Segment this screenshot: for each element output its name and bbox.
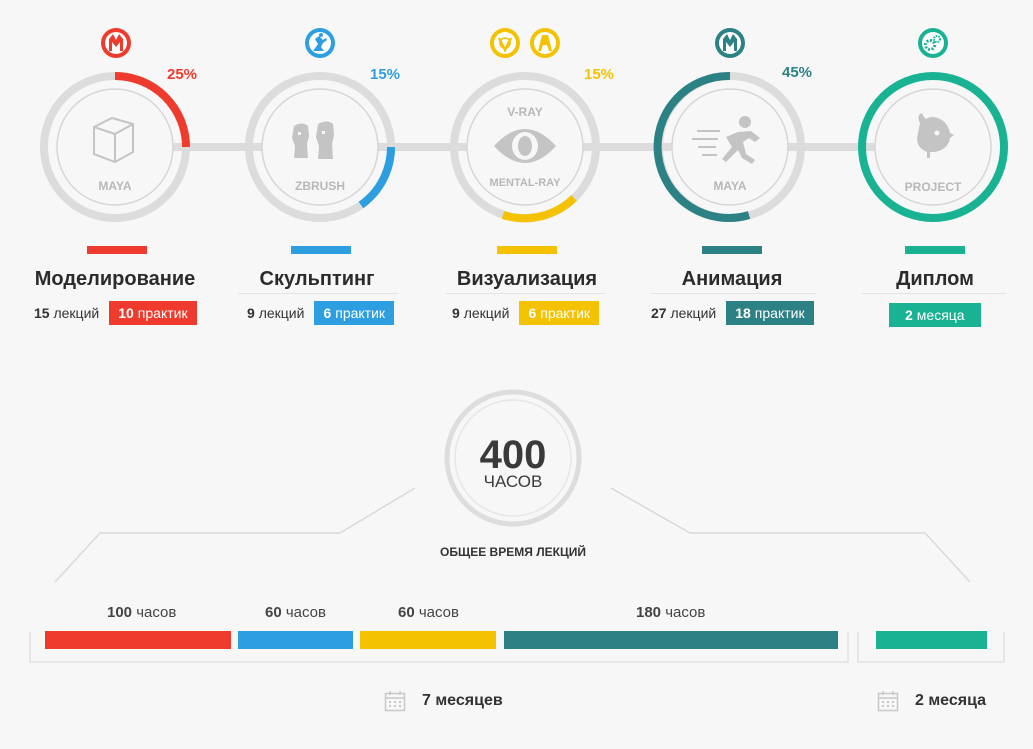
hours-label-sculpting: 60 часов — [265, 604, 326, 621]
timeline-segment-visualization — [360, 631, 496, 649]
percent-animation: 45% — [782, 64, 813, 81]
total-hours-unit: ЧАСОВ — [484, 472, 543, 491]
separator-animation — [651, 293, 816, 294]
stats-modeling: 15 лекций 10 практик — [34, 301, 197, 325]
progress-arc-modeling — [114, 72, 190, 148]
step-title-animation: Анимация — [681, 268, 783, 290]
practice-badge-animation: 18 практик — [726, 301, 814, 325]
total-hours-value: 400 — [480, 433, 547, 477]
diploma-duration: 2 месяца — [877, 690, 986, 712]
stats-diploma: 2 месяца — [889, 303, 981, 327]
diploma-duration-text: 2 месяца — [915, 692, 987, 709]
progress-arc-visualization — [501, 195, 577, 223]
accent-bar-sculpting — [291, 246, 351, 254]
eye-icon — [494, 129, 556, 163]
moai-heads-icon — [292, 121, 334, 159]
main-duration-text: 7 месяцев — [422, 692, 503, 709]
mental-ray-logo-icon — [530, 28, 560, 58]
calendar-icon — [877, 691, 899, 712]
total-hours-caption: ОБЩЕЕ ВРЕМЯ ЛЕКЦИЙ — [440, 545, 586, 559]
step-circle-visualization: V-RAY MENTAL-RAY — [450, 72, 600, 223]
stats-animation: 27 лекций 18 практик — [651, 301, 814, 325]
hours-label-modeling: 100 часов — [107, 604, 177, 621]
lectures-animation: 27 лекций — [651, 305, 717, 321]
practice-badge-sculpting: 6 практик — [314, 301, 395, 325]
progress-arc-animation — [653, 71, 751, 222]
step-circle-sculpting: ZBRUSH — [245, 72, 396, 222]
main-duration: 7 месяцев — [384, 690, 503, 712]
accent-bar-visualization — [497, 246, 557, 254]
accent-bar-modeling — [87, 246, 147, 254]
accent-bar-diploma — [905, 246, 965, 254]
lectures-visualization: 9 лекций — [452, 305, 510, 321]
circle-label-sculpting: ZBRUSH — [295, 179, 345, 193]
hours-label-animation: 180 часов — [636, 604, 706, 621]
step-circle-diploma: PROJECT — [858, 72, 1008, 222]
percent-visualization: 15% — [584, 66, 615, 83]
lectures-sculpting: 9 лекций — [247, 305, 305, 321]
step-circles: MAYA ZBRUSH V-RAY MENTAL-RAY — [40, 71, 1008, 223]
step-circle-animation: MAYA — [653, 71, 805, 222]
percent-sculpting: 15% — [370, 66, 401, 83]
step-title-diploma: Диплом — [896, 268, 974, 290]
duration-badge-diploma: 2 месяца — [889, 303, 981, 327]
progress-arc-sculpting — [358, 146, 396, 209]
vray-logo-icon — [490, 28, 520, 58]
bird-icon — [917, 113, 954, 158]
maya-logo-icon — [101, 28, 131, 58]
circle-label-diploma: PROJECT — [905, 180, 962, 194]
stats-visualization: 9 лекций 6 практик — [452, 301, 600, 325]
timeline-segment-modeling — [45, 631, 231, 649]
zbrush-logo-icon — [305, 28, 335, 58]
right-bracket-line — [610, 487, 971, 583]
running-man-icon — [692, 116, 760, 164]
separator-diploma — [861, 293, 1006, 294]
step-title-visualization: Визуализация — [456, 268, 598, 290]
percent-modeling: 25% — [167, 66, 198, 83]
hours-label-visualization: 60 часов — [398, 604, 459, 621]
circle-label-vray: V-RAY — [507, 105, 543, 119]
timeline-segment-diploma — [876, 631, 987, 649]
diploma-timeline-box — [857, 632, 1005, 663]
gears-icon — [918, 28, 948, 58]
timeline-segment-sculpting — [238, 631, 353, 649]
maya-logo-icon — [715, 28, 745, 58]
circle-label-animation: MAYA — [713, 179, 746, 193]
practice-badge-modeling: 10 практик — [109, 301, 197, 325]
accent-bar-animation — [702, 246, 762, 254]
practice-badge-visualization: 6 практик — [519, 301, 600, 325]
lectures-modeling: 15 лекций — [34, 305, 100, 321]
stats-sculpting: 9 лекций 6 практик — [247, 301, 395, 325]
cube-icon — [93, 116, 134, 164]
step-circle-modeling: MAYA — [40, 72, 190, 222]
badge-icons — [101, 28, 948, 58]
circle-label-modeling: MAYA — [98, 179, 131, 193]
separator-sculpting — [238, 293, 398, 294]
left-bracket-line — [54, 487, 416, 583]
main-timeline-box — [29, 632, 849, 663]
timeline-segment-animation — [504, 631, 838, 649]
step-title-sculpting: Скульптинг — [259, 268, 375, 290]
calendar-icon — [384, 691, 406, 712]
total-hours-graphic: 400 ЧАСОВ — [29, 389, 1005, 663]
step-title-modeling: Моделирование — [34, 268, 196, 290]
circle-label-mental-ray: MENTAL-RAY — [490, 177, 562, 189]
separator-visualization — [445, 293, 605, 294]
